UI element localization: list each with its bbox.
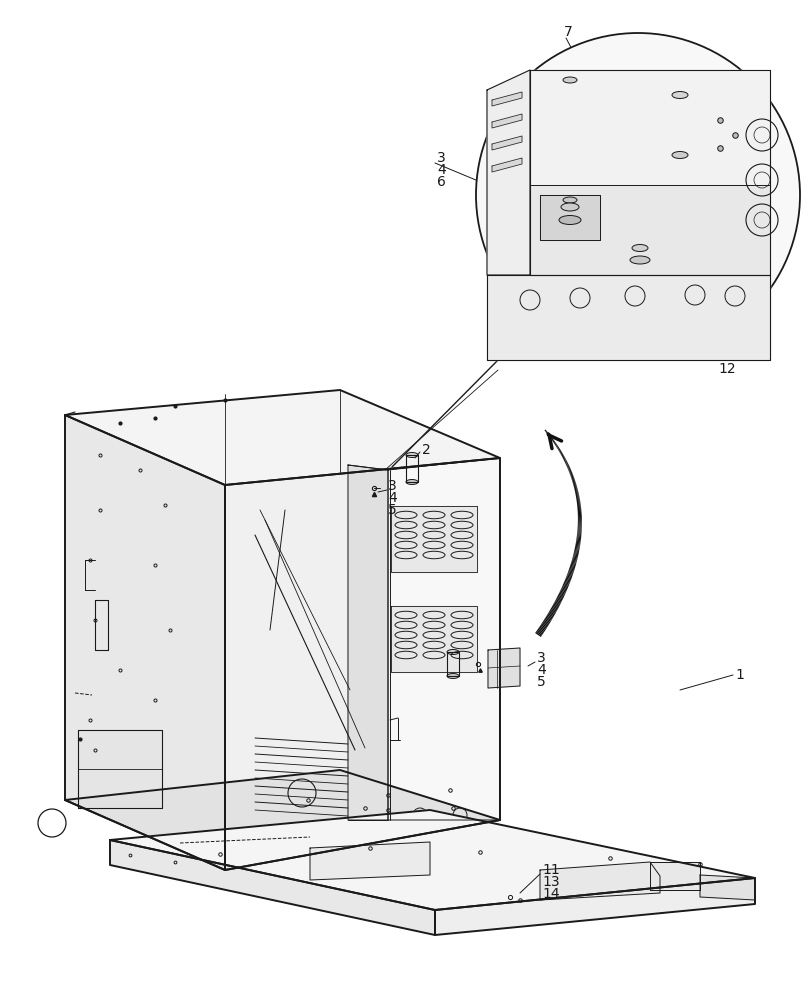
Polygon shape — [109, 840, 435, 935]
Polygon shape — [65, 390, 500, 485]
Ellipse shape — [672, 92, 687, 99]
Polygon shape — [65, 415, 225, 870]
Ellipse shape — [406, 480, 418, 485]
Polygon shape — [348, 465, 388, 820]
Polygon shape — [491, 158, 521, 172]
Text: 8: 8 — [761, 301, 770, 315]
Text: 10: 10 — [717, 338, 735, 352]
Ellipse shape — [562, 77, 577, 83]
Ellipse shape — [558, 216, 581, 225]
Polygon shape — [391, 506, 476, 572]
Polygon shape — [65, 770, 500, 870]
Polygon shape — [487, 70, 530, 275]
Polygon shape — [491, 136, 521, 150]
Ellipse shape — [446, 650, 458, 654]
Text: 9: 9 — [497, 329, 506, 343]
Polygon shape — [487, 275, 769, 360]
Text: 7: 7 — [564, 25, 572, 39]
Polygon shape — [491, 114, 521, 128]
Text: 14: 14 — [541, 887, 559, 901]
Ellipse shape — [562, 197, 577, 203]
Ellipse shape — [446, 674, 458, 678]
Ellipse shape — [631, 244, 647, 251]
Polygon shape — [78, 730, 162, 808]
Text: 5: 5 — [388, 503, 397, 517]
Ellipse shape — [629, 256, 649, 264]
Polygon shape — [435, 878, 754, 935]
Polygon shape — [539, 195, 599, 240]
Polygon shape — [530, 185, 769, 275]
Text: 12: 12 — [717, 362, 735, 376]
Text: 11: 11 — [541, 863, 559, 877]
Polygon shape — [388, 458, 500, 820]
Text: 11: 11 — [717, 350, 735, 364]
Text: 2: 2 — [422, 443, 430, 457]
Polygon shape — [487, 648, 519, 688]
Polygon shape — [310, 842, 430, 880]
Text: 1: 1 — [734, 668, 743, 682]
Polygon shape — [699, 875, 754, 900]
Ellipse shape — [406, 452, 418, 458]
Polygon shape — [530, 70, 769, 275]
Circle shape — [475, 33, 799, 357]
Polygon shape — [391, 606, 476, 672]
Ellipse shape — [672, 152, 687, 159]
Text: 13: 13 — [541, 875, 559, 889]
Text: 4: 4 — [536, 663, 545, 677]
Polygon shape — [539, 862, 659, 900]
Polygon shape — [225, 458, 500, 870]
Text: 3: 3 — [436, 151, 445, 165]
Polygon shape — [649, 862, 699, 890]
Polygon shape — [109, 810, 754, 910]
Text: 3: 3 — [388, 479, 397, 493]
Text: 6: 6 — [436, 175, 445, 189]
Text: 4: 4 — [388, 491, 397, 505]
Ellipse shape — [560, 203, 578, 211]
Text: 3: 3 — [536, 651, 545, 665]
Text: 4: 4 — [436, 163, 445, 177]
Polygon shape — [491, 92, 521, 106]
Text: 5: 5 — [536, 675, 545, 689]
